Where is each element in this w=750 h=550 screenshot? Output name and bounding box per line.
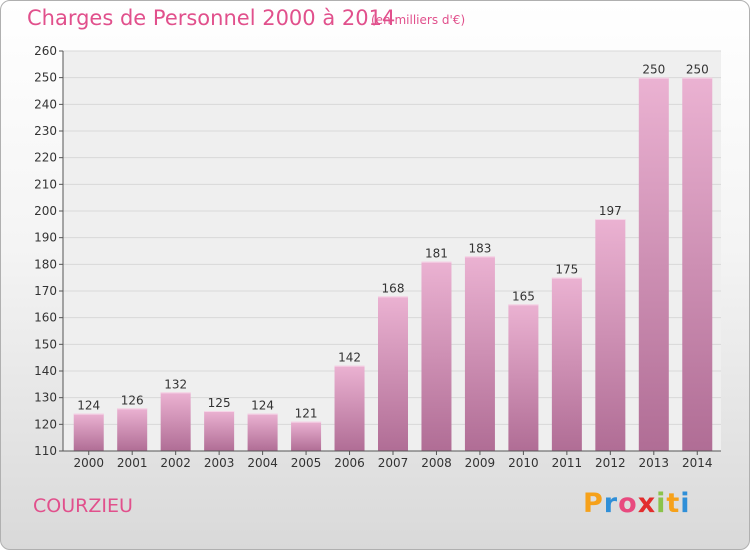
bar-2014 bbox=[682, 77, 713, 452]
data-label-2008: 181 bbox=[425, 247, 448, 261]
bar-2001 bbox=[117, 408, 148, 451]
y-tick-label: 110 bbox=[34, 444, 57, 458]
bar-2002 bbox=[160, 392, 191, 451]
x-tick-label-2012: 2012 bbox=[595, 456, 626, 470]
y-tick-label: 130 bbox=[34, 391, 57, 405]
bar-2005 bbox=[291, 421, 322, 451]
logo-letter: o bbox=[618, 488, 638, 519]
data-label-2002: 132 bbox=[164, 377, 187, 391]
data-label-2013: 250 bbox=[642, 63, 665, 77]
x-tick-label-2008: 2008 bbox=[421, 456, 452, 470]
data-label-2003: 125 bbox=[208, 396, 231, 410]
data-label-2000: 124 bbox=[77, 399, 100, 413]
y-tick-label: 150 bbox=[34, 337, 57, 351]
bar-2010 bbox=[508, 304, 539, 451]
bar-2003 bbox=[204, 411, 235, 451]
proxiti-logo: Proxiti bbox=[583, 488, 691, 519]
data-label-2009: 183 bbox=[468, 241, 491, 255]
y-tick-label: 190 bbox=[34, 231, 57, 245]
logo-letter: i bbox=[656, 488, 667, 519]
x-tick-label-2002: 2002 bbox=[160, 456, 191, 470]
bar-2004 bbox=[247, 413, 278, 451]
x-tick-label-2007: 2007 bbox=[378, 456, 409, 470]
bar-2009 bbox=[464, 256, 495, 451]
x-tick-label-2001: 2001 bbox=[117, 456, 148, 470]
y-tick-label: 210 bbox=[34, 177, 57, 191]
bar-2000 bbox=[73, 413, 104, 451]
x-tick-label-2005: 2005 bbox=[291, 456, 322, 470]
y-tick-label: 220 bbox=[34, 151, 57, 165]
data-label-2007: 168 bbox=[382, 281, 405, 295]
y-tick-label: 140 bbox=[34, 364, 57, 378]
y-tick-label: 250 bbox=[34, 71, 57, 85]
bar-2011 bbox=[551, 277, 582, 451]
data-label-2006: 142 bbox=[338, 351, 361, 365]
data-label-2011: 175 bbox=[555, 263, 578, 277]
y-tick-label: 170 bbox=[34, 284, 57, 298]
x-tick-label-2003: 2003 bbox=[204, 456, 235, 470]
x-tick-label-2004: 2004 bbox=[247, 456, 278, 470]
logo-letter: r bbox=[603, 488, 619, 519]
data-label-2010: 165 bbox=[512, 289, 535, 303]
y-tick-label: 160 bbox=[34, 311, 57, 325]
x-tick-label-2006: 2006 bbox=[334, 456, 365, 470]
data-label-2004: 124 bbox=[251, 399, 274, 413]
logo-letter: x bbox=[637, 488, 657, 519]
x-tick-label-2014: 2014 bbox=[682, 456, 713, 470]
data-label-2014: 250 bbox=[686, 63, 709, 77]
bar-2006 bbox=[334, 365, 365, 451]
data-label-2001: 126 bbox=[121, 393, 144, 407]
bar-2013 bbox=[638, 77, 669, 452]
bar-2008 bbox=[421, 261, 452, 451]
y-tick-label: 260 bbox=[34, 44, 57, 58]
y-tick-label: 180 bbox=[34, 257, 57, 271]
data-label-2005: 121 bbox=[295, 407, 318, 421]
bar-2007 bbox=[378, 296, 408, 451]
y-tick-label: 240 bbox=[34, 97, 57, 111]
x-tick-label-2009: 2009 bbox=[465, 456, 496, 470]
logo-letter: i bbox=[680, 488, 691, 519]
y-tick-label: 120 bbox=[34, 417, 57, 431]
commune-name: COURZIEU bbox=[33, 495, 133, 517]
data-label-2012: 197 bbox=[599, 204, 622, 218]
x-tick-label-2010: 2010 bbox=[508, 456, 539, 470]
logo-letter: P bbox=[583, 488, 604, 519]
bar-2012 bbox=[595, 219, 626, 451]
chart-title: Charges de Personnel 2000 à 2014 bbox=[27, 6, 396, 30]
chart-unit: (en milliers d'€) bbox=[371, 13, 466, 27]
y-tick-label: 230 bbox=[34, 124, 57, 138]
logo-letter: t bbox=[666, 488, 681, 519]
x-tick-label-2011: 2011 bbox=[552, 456, 583, 470]
y-tick-label: 200 bbox=[34, 204, 57, 218]
x-tick-label-2013: 2013 bbox=[639, 456, 670, 470]
x-tick-label-2000: 2000 bbox=[73, 456, 104, 470]
